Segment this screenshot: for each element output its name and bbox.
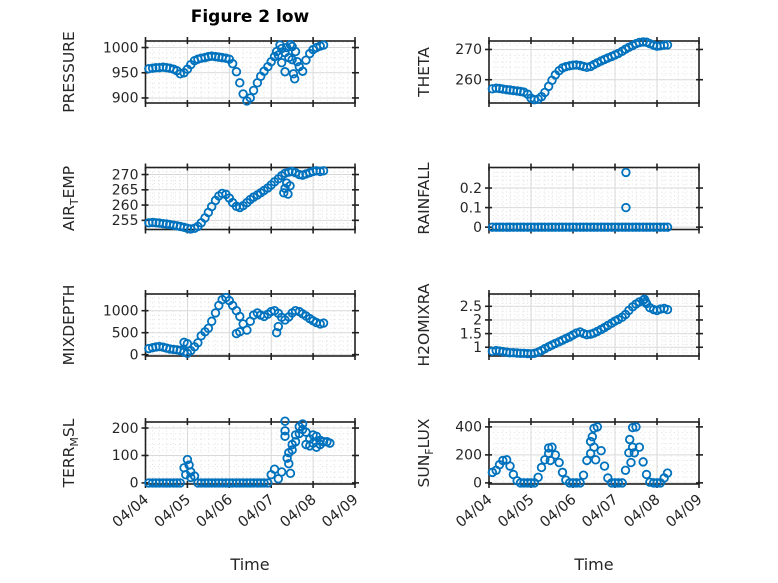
- y-tick-label: 260: [455, 72, 482, 88]
- y-tick-label: 500: [112, 325, 139, 341]
- y-tick-label: 950: [112, 66, 139, 82]
- y-axis-label-pressure: PRESSURE: [60, 31, 78, 113]
- axes-box-mixdepth: [144, 293, 356, 357]
- x-tick-label-04-06: 04/06: [194, 492, 236, 531]
- y-axis-label-terr-msl: TERRMSL: [60, 418, 81, 488]
- y-tick-label: 260: [112, 198, 139, 214]
- x-tick-label-04-05: 04/05: [152, 492, 194, 531]
- y-axis-label-theta: THETA: [415, 47, 433, 98]
- y-tick-label: 1.5: [460, 326, 482, 342]
- y-tick-label: 900: [112, 91, 139, 107]
- subplot-h2omixra: 11.522.5 H2OMIXRA: [415, 283, 703, 367]
- y-axis-label-sun-flux: SUNFLUX: [415, 418, 436, 487]
- y-axis-label-rainfall: RAINFALL: [415, 162, 433, 235]
- y-tick-label: 0: [473, 476, 482, 492]
- x-tick-label-04-07: 04/07: [235, 492, 277, 531]
- y-tick-label: 0.1: [460, 200, 482, 216]
- subplot-rainfall: 0 0.1 0.2 RAINFALL: [415, 162, 703, 236]
- y-tick-label: 0: [130, 476, 139, 492]
- minor-grid-rainfall: [489, 167, 699, 230]
- y-tick-labels-sun-flux: 0 200 400: [455, 420, 482, 492]
- data-points-rainfall: [487, 167, 673, 232]
- axes-box-sun-flux: [488, 421, 700, 485]
- x-tick-label-04-08: 04/08: [277, 492, 319, 531]
- y-tick-label: 1000: [103, 40, 139, 56]
- data-points-sun-flux: [487, 422, 673, 488]
- x-tick-label-04-05: 04/05: [495, 492, 537, 531]
- subplot-pressure: 900 950 1000 PRESSURE: [60, 31, 359, 113]
- x-axis-label-left: Time: [230, 555, 270, 574]
- x-tick-labels-terr-msl: 04/04 04/05 04/06 04/07 04/08 04/09: [110, 492, 362, 531]
- minor-grid-terr-msl: [145, 422, 355, 484]
- axes-box-air-temp: [144, 166, 356, 231]
- data-points-mixdepth: [144, 292, 329, 359]
- minor-grid-h2omixra: [489, 294, 699, 356]
- y-tick-label: 100: [112, 448, 139, 464]
- y-tick-label: 0: [473, 220, 482, 236]
- y-tick-labels-mixdepth: 0 500 1000: [103, 303, 139, 363]
- axes-box-h2omixra: [488, 293, 700, 357]
- x-tick-labels-sun-flux: 04/04 04/05 04/06 04/07 04/08 04/09: [453, 492, 705, 531]
- subplot-mixdepth: 0 500 1000 MIXDEPTH: [60, 285, 359, 366]
- x-axis-label-right: Time: [574, 555, 614, 574]
- y-tick-labels-h2omixra: 11.522.5: [460, 299, 482, 356]
- y-tick-label: 255: [112, 213, 139, 229]
- y-tick-label: 270: [112, 167, 139, 183]
- y-tick-label: 200: [455, 448, 482, 464]
- data-points-h2omixra: [487, 294, 673, 359]
- y-tick-label: 2: [473, 313, 482, 329]
- data-points-air-temp: [144, 166, 329, 234]
- x-tick-label-04-08: 04/08: [621, 492, 663, 531]
- y-tick-label: 200: [112, 421, 139, 437]
- data-points-theta: [487, 37, 673, 105]
- y-tick-label: 265: [112, 183, 139, 199]
- y-tick-label: 270: [455, 42, 482, 58]
- y-tick-labels-terr-msl: 0 100 200: [112, 421, 139, 492]
- data-points-pressure: [144, 39, 329, 106]
- y-tick-label: 400: [455, 420, 482, 436]
- data-points-terr-msl: [144, 416, 335, 488]
- figure-title: Figure 2 low: [190, 7, 310, 27]
- x-tick-label-04-09: 04/09: [663, 492, 705, 531]
- y-tick-label: 1000: [103, 303, 139, 319]
- y-axis-label-h2omixra: H2OMIXRA: [415, 283, 433, 366]
- x-tick-label-04-07: 04/07: [579, 492, 621, 531]
- axes-box-theta: [488, 40, 700, 104]
- x-tick-label-04-09: 04/09: [319, 492, 361, 531]
- x-tick-label-04-04: 04/04: [110, 492, 152, 531]
- y-tick-labels-rainfall: 0 0.1 0.2: [460, 181, 482, 236]
- y-axis-label-air-temp: AIRTEMP: [60, 166, 81, 231]
- y-tick-labels-pressure: 900 950 1000: [103, 40, 139, 106]
- y-axis-label-mixdepth: MIXDEPTH: [60, 285, 78, 366]
- y-tick-label: 1: [473, 340, 482, 356]
- x-tick-label-04-06: 04/06: [537, 492, 579, 531]
- y-tick-labels-theta: 260 270: [455, 42, 482, 88]
- subplot-theta: 260 270 THETA: [415, 37, 703, 107]
- tick-marks-pressure: [141, 37, 359, 107]
- y-tick-label: 2.5: [460, 299, 482, 315]
- y-tick-label: 0: [130, 347, 139, 363]
- y-tick-label: 0.2: [460, 181, 482, 197]
- x-tick-label-04-04: 04/04: [453, 492, 495, 531]
